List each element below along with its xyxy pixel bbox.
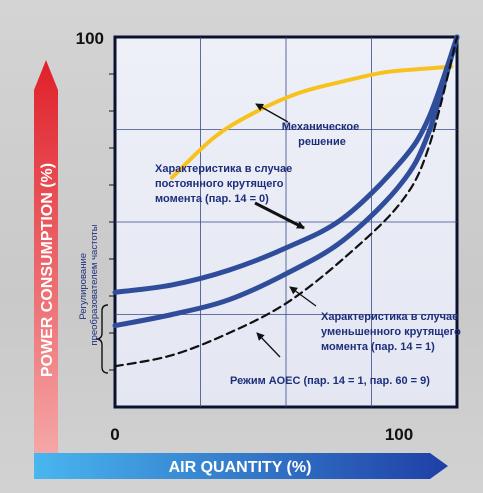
y-tick-label-100: 100 (76, 29, 104, 48)
y-axis-title: POWER CONSUMPTION (%) (39, 163, 56, 377)
annotation-arrow-mechanical (255, 103, 289, 123)
annotation-reduced-torque: Характеристика в случае уменьшенного кру… (321, 311, 464, 353)
series-constant-torque (112, 34, 460, 295)
x-axis-arrow (34, 453, 448, 479)
x-tick-label-100: 100 (385, 425, 413, 444)
annotation-aoec: Режим АОЕС (пар. 14 = 1, пар. 60 = 9) (230, 375, 430, 387)
x-axis-title: AIR QUANTITY (%) (169, 459, 312, 476)
series-mechanical (170, 64, 454, 180)
y-tick-marks (109, 73, 115, 371)
series-reduced-torque (112, 34, 460, 329)
annotation-arrow-reduced-torque (289, 286, 317, 307)
x-tick-label-0: 0 (110, 425, 119, 444)
annotation-arrow-aoec (256, 332, 281, 358)
annotation-arrow-constant-torque (254, 201, 305, 230)
series-layer (112, 34, 460, 368)
y-axis-arrow (34, 60, 58, 460)
side-note-brace (95, 304, 109, 374)
annotation-mechanical: Механическое решение (282, 121, 363, 148)
side-note-label: Регулирование преобразователем частоты (78, 224, 100, 345)
series-aoec (113, 35, 459, 368)
annotation-constant-torque: Характеристика в случае постоянного крут… (155, 163, 295, 205)
